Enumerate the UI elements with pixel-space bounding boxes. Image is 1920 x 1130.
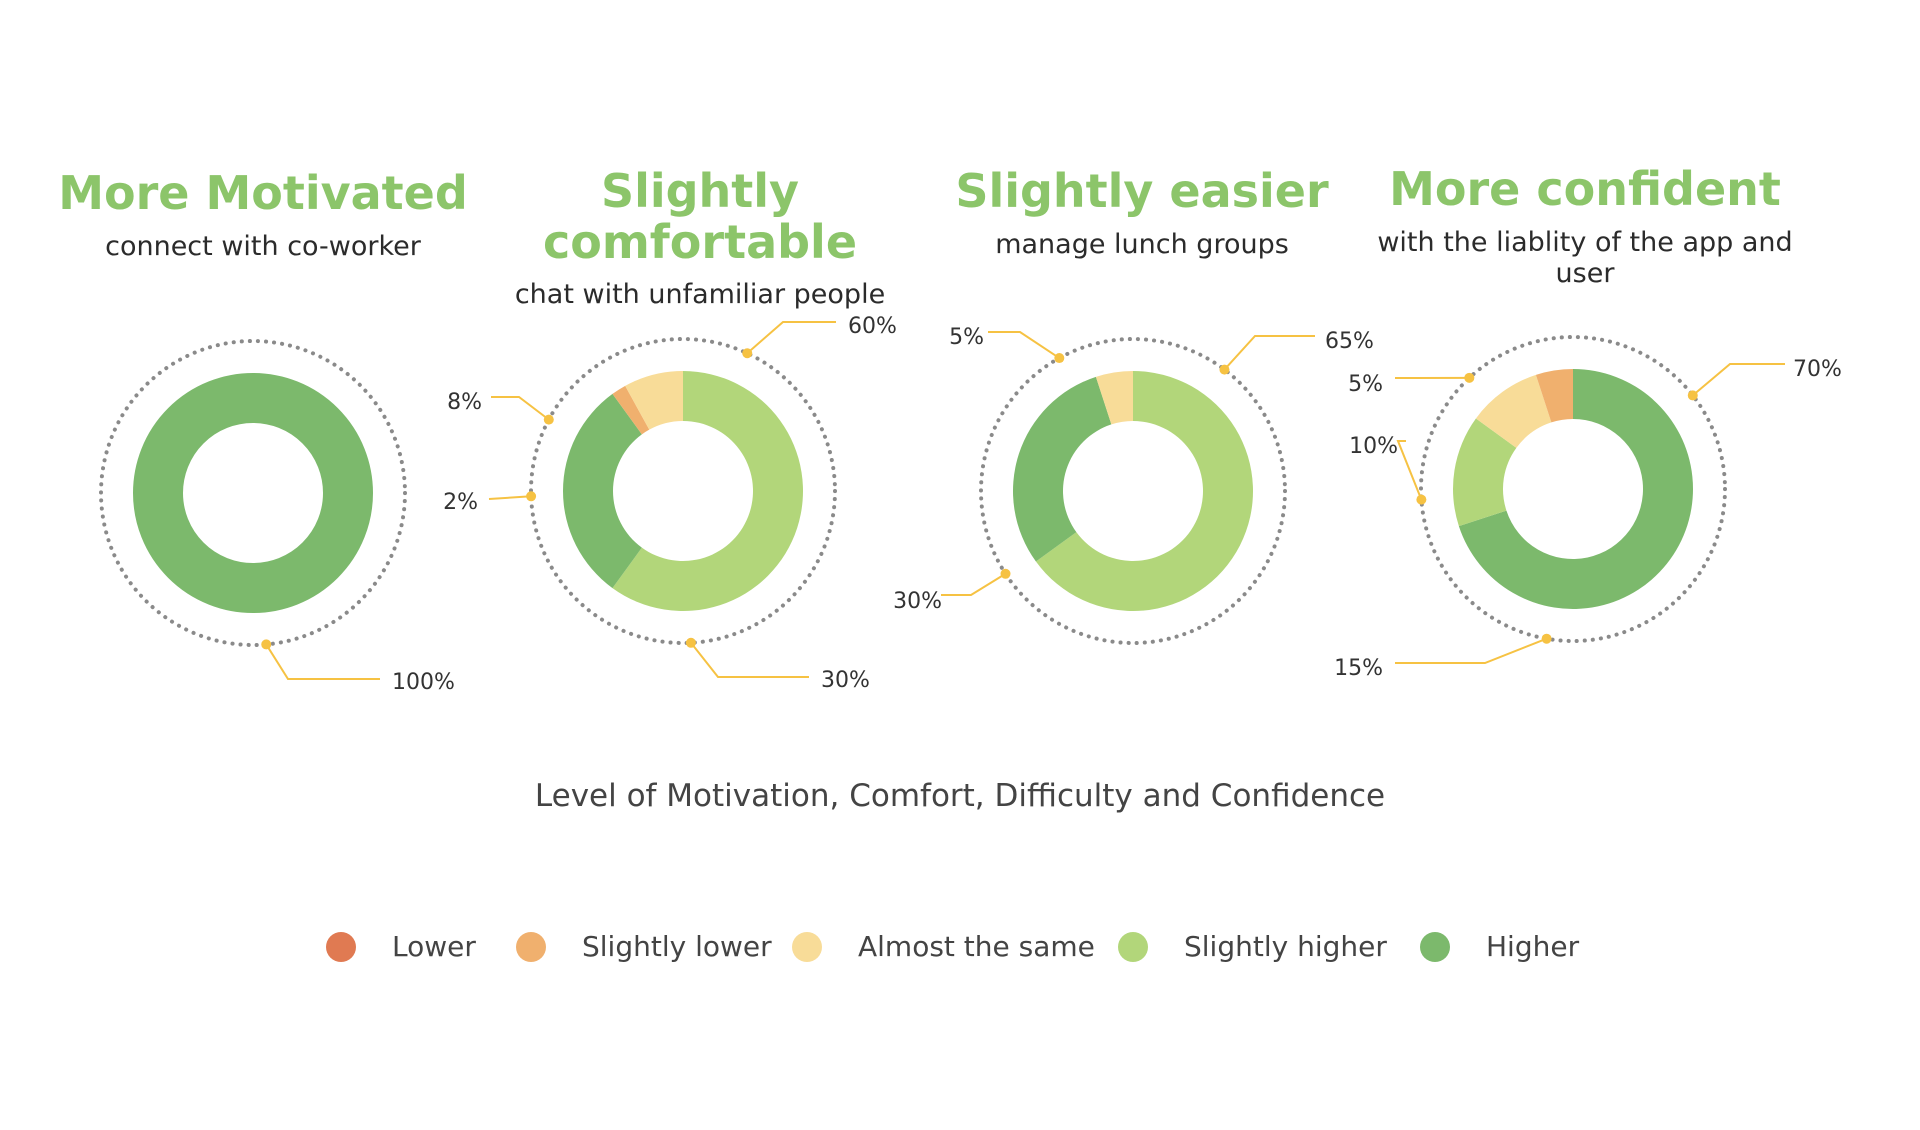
callout-line	[941, 572, 1007, 596]
panel-title: More confident	[1389, 162, 1781, 216]
donut-chart-4: 70% 15% 10% 5%	[1334, 335, 1842, 681]
dotted-ring	[99, 339, 407, 647]
slice-higher	[1013, 376, 1112, 562]
data-label: 8%	[447, 390, 482, 415]
data-label: 30%	[821, 668, 870, 693]
data-label: 65%	[1325, 329, 1374, 354]
data-label: 5%	[949, 325, 984, 350]
data-label: 2%	[443, 490, 478, 515]
slice-higher	[1458, 369, 1693, 609]
legend-dot-higher	[1420, 931, 1450, 962]
legend-dot-slightly-lower	[516, 931, 546, 962]
panel-title: Slightly easier	[955, 164, 1329, 218]
callout-line	[265, 643, 380, 680]
legend-item-higher: Higher	[1420, 930, 1579, 963]
legend-item-slightly-higher: Slightly higher	[1118, 930, 1387, 963]
legend-item-lower: Lower	[326, 930, 476, 963]
data-label: 10%	[1349, 434, 1398, 459]
donut-charts: 100% 60% 30% 2% 8% 65% 30% 5% 70% 15% 10% 5%	[99, 314, 1842, 695]
callout-line	[1396, 440, 1423, 500]
slice-slightly-higher	[1035, 371, 1254, 611]
panel-head-confidence: More confident with the liablity of the …	[1355, 164, 1815, 289]
data-label: 60%	[848, 314, 897, 339]
data-label: 30%	[893, 589, 942, 614]
panel-head-motivation: More Motivated connect with co-worker	[33, 168, 493, 262]
donut-chart-2: 60% 30% 2% 8%	[443, 314, 897, 693]
legend-dot-almost-same	[792, 931, 822, 962]
data-label: 5%	[1348, 372, 1383, 397]
callout-line	[746, 321, 836, 354]
dotted-ring	[979, 337, 1287, 645]
slice-slightly-lower	[612, 385, 650, 435]
legend-item-almost-same: Almost the same	[792, 930, 1095, 963]
donut-chart-3: 65% 30% 5%	[893, 325, 1374, 645]
callout-dot	[1000, 568, 1011, 579]
slice-slightly-higher	[1453, 418, 1517, 527]
callout-dot	[685, 637, 696, 648]
donut-chart-1: 100%	[99, 339, 455, 695]
callout-dot	[1687, 390, 1698, 401]
callout-dot	[1416, 494, 1427, 505]
panel-head-comfort: Slightly comfortable chat with unfamilia…	[470, 164, 930, 311]
legend-dot-slightly-higher	[1118, 931, 1148, 962]
legend-label: Slightly lower	[582, 930, 772, 963]
callout-dot	[1219, 364, 1230, 375]
panel-subtitle: manage lunch groups	[995, 228, 1289, 260]
legend-label: Slightly higher	[1184, 930, 1387, 963]
chart-title: Level of Motivation, Comfort, Difficulty…	[534, 778, 1386, 814]
slice-almost-the-same	[1475, 374, 1552, 448]
callout-line	[988, 331, 1060, 359]
slice-almost-the-same	[625, 371, 683, 430]
callout-line	[690, 642, 809, 678]
legend-label: Almost the same	[858, 930, 1095, 963]
callout-line	[488, 495, 532, 500]
slice-higher	[562, 393, 642, 589]
callout-dot	[526, 491, 537, 502]
callout-dot	[261, 639, 272, 650]
slice-slightly-higher	[612, 371, 803, 611]
slice-slightly-lower	[1535, 369, 1573, 423]
legend-label: Higher	[1486, 930, 1580, 963]
panel-subtitle: chat with unfamiliar people	[514, 279, 886, 311]
callout-line	[1395, 637, 1547, 664]
legend: Lower Slightly lower Almost the same Sli…	[0, 930, 1920, 980]
panel-head-difficulty: Slightly easier manage lunch groups	[912, 166, 1372, 260]
data-label: 70%	[1793, 357, 1842, 382]
panel-subtitle: connect with co-worker	[105, 230, 421, 262]
panel-title: More Motivated	[58, 166, 468, 220]
panel-title: Slightly comfortable	[542, 164, 858, 269]
callout-line	[1223, 335, 1315, 371]
legend-dot-lower	[326, 931, 356, 962]
callout-dot	[1464, 372, 1475, 383]
callout-line	[491, 396, 550, 421]
data-label: 15%	[1334, 656, 1383, 681]
slice-almost-the-same	[1095, 371, 1133, 425]
callout-line	[1692, 363, 1785, 397]
slice-higher	[133, 373, 373, 613]
legend-label: Lower	[392, 930, 476, 963]
dotted-ring	[529, 337, 837, 645]
panel-subtitle: with the liablity of the app and user	[1377, 226, 1793, 289]
callout-dot	[1054, 353, 1065, 364]
legend-item-slightly-lower: Slightly lower	[516, 930, 772, 963]
callout-dot	[1541, 633, 1552, 644]
data-label: 100%	[392, 670, 455, 695]
callout-dot	[543, 414, 554, 425]
dotted-ring	[1419, 335, 1727, 643]
callout-dot	[742, 348, 753, 359]
